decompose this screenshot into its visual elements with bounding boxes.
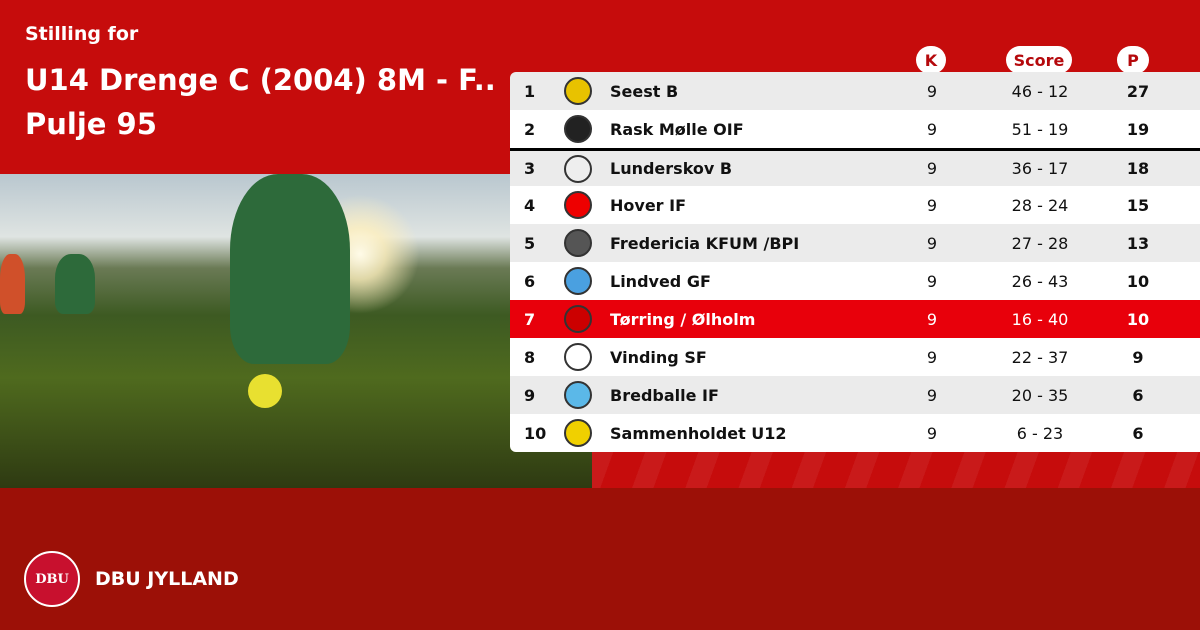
- position: 3: [524, 159, 536, 178]
- table-row: 1 Seest B 9 46 - 12 27: [510, 72, 1200, 110]
- team-name: Bredballe IF: [610, 385, 719, 405]
- points: 19: [1126, 119, 1150, 139]
- matches-played: 9: [926, 81, 938, 101]
- points: 6: [1132, 385, 1144, 405]
- position: 2: [524, 119, 536, 139]
- player-figure: [55, 254, 95, 314]
- team-name: Fredericia KFUM /BPI: [610, 233, 800, 253]
- goal-score: 26 - 43: [1011, 271, 1069, 291]
- position: 9: [524, 385, 536, 405]
- team-logo-icon: [564, 267, 592, 295]
- goal-score: 20 - 35: [1011, 385, 1069, 405]
- goal-score: 36 - 17: [1011, 159, 1069, 178]
- matches-played: 9: [926, 159, 938, 178]
- goal-score: 27 - 28: [1011, 233, 1069, 253]
- table-row: 5 Fredericia KFUM /BPI 9 27 - 28 13: [510, 224, 1200, 262]
- player-figure: [230, 174, 350, 364]
- goal-score: 16 - 40: [1011, 309, 1069, 329]
- position: 8: [524, 347, 536, 367]
- matches-played: 9: [926, 119, 938, 139]
- team-name: Vinding SF: [610, 347, 707, 367]
- position: 4: [524, 195, 536, 215]
- matches-played: 9: [926, 233, 938, 253]
- team-logo-icon: [564, 154, 592, 183]
- team-name: Lindved GF: [610, 271, 711, 291]
- standings-table: 1 Seest B 9 46 - 12 27 2 Rask Mølle OIF 9…: [510, 72, 1200, 452]
- footer-background: [0, 488, 1200, 630]
- page-subtitle: Stilling for: [25, 23, 139, 45]
- goal-score: 22 - 37: [1011, 347, 1069, 367]
- team-name: Tørring / Ølholm: [610, 309, 756, 329]
- column-header-score: Score: [1006, 46, 1072, 74]
- matches-played: 9: [926, 195, 938, 215]
- hero-photo: [0, 174, 592, 488]
- position: 5: [524, 233, 536, 253]
- table-row: 4 Hover IF 9 28 - 24 15: [510, 186, 1200, 224]
- team-logo-icon: [564, 419, 592, 447]
- goal-score: 51 - 19: [1011, 119, 1069, 139]
- table-row: 7 Tørring / Ølholm 9 16 - 40 10: [510, 300, 1200, 338]
- matches-played: 9: [926, 271, 938, 291]
- ball: [248, 374, 282, 408]
- team-logo-icon: [564, 229, 592, 257]
- team-logo-icon: [564, 115, 592, 143]
- team-name: Sammenholdet U12: [610, 423, 787, 443]
- column-header-p: P: [1117, 46, 1149, 74]
- background-pattern: [592, 452, 1200, 488]
- team-logo-icon: [564, 381, 592, 409]
- table-row: 6 Lindved GF 9 26 - 43 10: [510, 262, 1200, 300]
- matches-played: 9: [926, 309, 938, 329]
- logo-text: DBU: [35, 571, 69, 587]
- matches-played: 9: [926, 423, 938, 443]
- points: 15: [1126, 195, 1150, 215]
- position: 1: [524, 81, 536, 101]
- points: 13: [1126, 233, 1150, 253]
- goal-score: 6 - 23: [1016, 423, 1064, 443]
- team-logo-icon: [564, 305, 592, 333]
- points: 10: [1126, 309, 1150, 329]
- table-row: 3 Lunderskov B 9 36 - 17 18: [510, 148, 1200, 186]
- matches-played: 9: [926, 347, 938, 367]
- position: 7: [524, 309, 536, 329]
- points: 6: [1132, 423, 1144, 443]
- position: 6: [524, 271, 536, 291]
- table-row: 10 Sammenholdet U12 9 6 - 23 6: [510, 414, 1200, 452]
- team-name: Rask Mølle OIF: [610, 119, 744, 139]
- player-figure: [0, 254, 25, 314]
- position: 10: [524, 423, 547, 443]
- team-logo-icon: [564, 77, 592, 105]
- points: 18: [1126, 159, 1150, 178]
- points: 10: [1126, 271, 1150, 291]
- page-title: U14 Drenge C (2004) 8M - F.. Pulje 95: [25, 63, 496, 141]
- team-name: Lunderskov B: [610, 159, 733, 178]
- dbu-logo: DBU: [24, 551, 80, 607]
- matches-played: 9: [926, 385, 938, 405]
- team-name: Seest B: [610, 81, 679, 101]
- table-row: 9 Bredballe IF 9 20 - 35 6: [510, 376, 1200, 414]
- team-logo-icon: [564, 191, 592, 219]
- goal-score: 46 - 12: [1011, 81, 1069, 101]
- points: 27: [1126, 81, 1150, 101]
- table-row: 8 Vinding SF 9 22 - 37 9: [510, 338, 1200, 376]
- points: 9: [1132, 347, 1144, 367]
- brand-name: DBU JYLLAND: [95, 568, 239, 590]
- column-header-k: K: [916, 46, 946, 74]
- team-logo-icon: [564, 343, 592, 371]
- table-row: 2 Rask Mølle OIF 9 51 - 19 19: [510, 110, 1200, 148]
- team-name: Hover IF: [610, 195, 687, 215]
- goal-score: 28 - 24: [1011, 195, 1069, 215]
